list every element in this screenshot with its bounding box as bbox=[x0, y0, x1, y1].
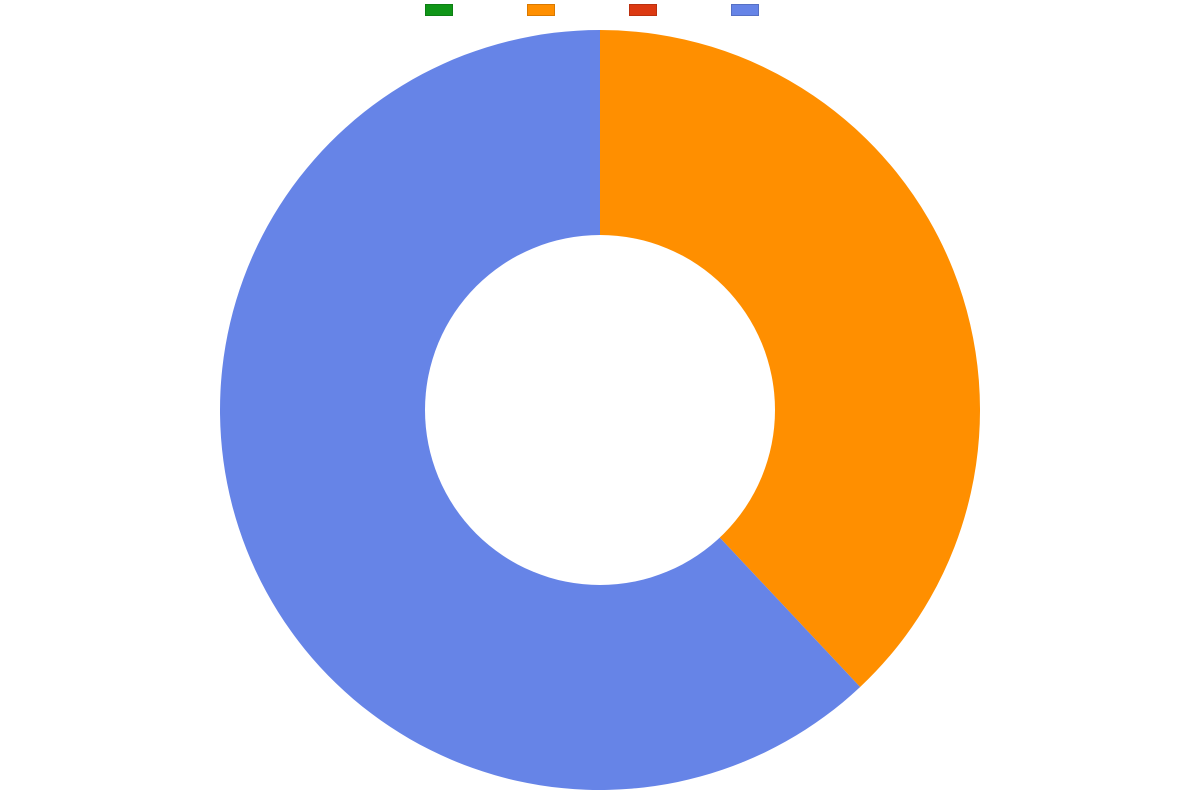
legend bbox=[0, 4, 1200, 16]
legend-swatch-0 bbox=[425, 4, 453, 16]
legend-swatch-3 bbox=[731, 4, 759, 16]
donut-chart bbox=[0, 0, 1200, 800]
donut-hole bbox=[425, 235, 775, 585]
legend-swatch-1 bbox=[527, 4, 555, 16]
donut-plot-area bbox=[220, 30, 980, 790]
legend-item bbox=[731, 4, 775, 16]
legend-item bbox=[425, 4, 469, 16]
legend-item bbox=[629, 4, 673, 16]
legend-item bbox=[527, 4, 571, 16]
legend-swatch-2 bbox=[629, 4, 657, 16]
donut-svg bbox=[220, 30, 980, 790]
